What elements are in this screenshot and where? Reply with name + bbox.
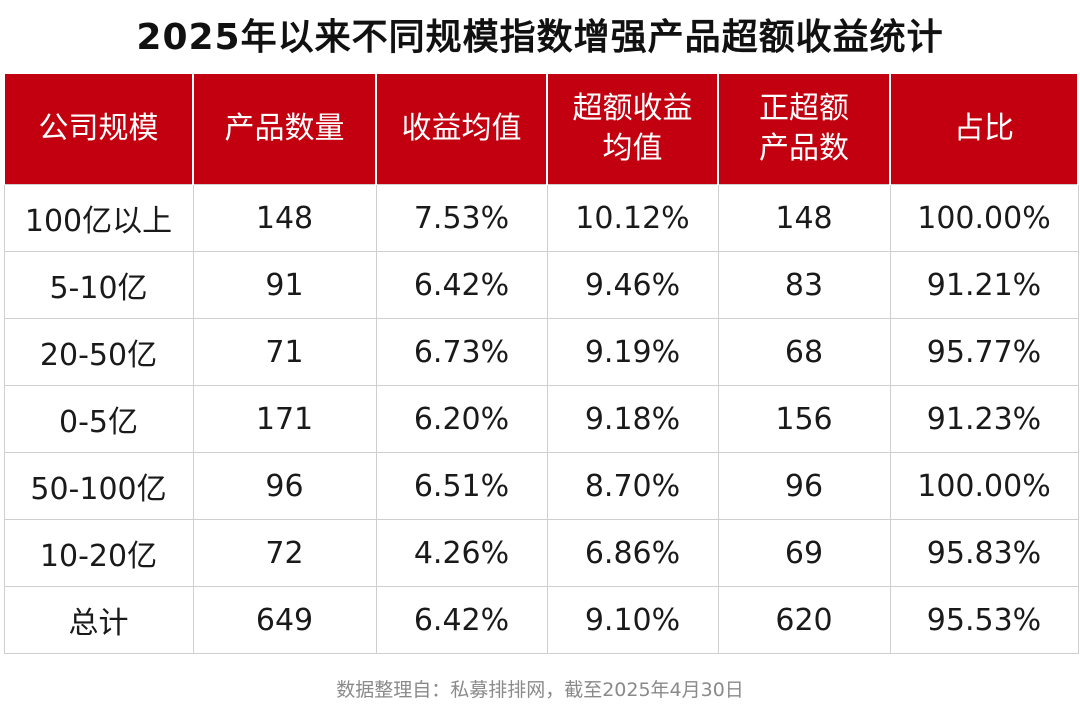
- header-mean-excess-return: 超额收益 均值: [546, 74, 719, 185]
- cell-mean-return: 6.51%: [375, 452, 548, 520]
- cell-mean-excess-return: 9.46%: [546, 251, 719, 319]
- cell-mean-return: 4.26%: [375, 519, 548, 587]
- cell-mean-excess-return: 9.18%: [546, 385, 719, 453]
- cell-positive-excess-count: 68: [717, 318, 891, 386]
- cell-ratio: 95.83%: [889, 519, 1079, 587]
- cell-company-size: 100亿以上: [3, 184, 194, 252]
- cell-mean-return: 7.53%: [375, 184, 548, 252]
- cell-product-count: 91: [192, 251, 377, 319]
- cell-company-size: 5-10亿: [3, 251, 194, 319]
- table-row: 5-10亿 91 6.42% 9.46% 83 91.21%: [3, 251, 1079, 319]
- cell-positive-excess-count: 620: [717, 586, 891, 654]
- cell-company-size: 总计: [3, 586, 194, 654]
- cell-positive-excess-count: 148: [717, 184, 891, 252]
- table-row: 20-50亿 71 6.73% 9.19% 68 95.77%: [3, 318, 1079, 386]
- source-note: 数据整理自：私募排排网，截至2025年4月30日: [336, 679, 744, 701]
- cell-mean-excess-return: 9.10%: [546, 586, 719, 654]
- cell-mean-return: 6.20%: [375, 385, 548, 453]
- cell-company-size: 10-20亿: [3, 519, 194, 587]
- cell-company-size: 50-100亿: [3, 452, 194, 520]
- cell-ratio: 100.00%: [889, 452, 1079, 520]
- cell-product-count: 171: [192, 385, 377, 453]
- cell-positive-excess-count: 156: [717, 385, 891, 453]
- cell-ratio: 91.21%: [889, 251, 1079, 319]
- cell-mean-excess-return: 10.12%: [546, 184, 719, 252]
- table-row: 100亿以上 148 7.53% 10.12% 148 100.00%: [3, 184, 1079, 252]
- cell-product-count: 148: [192, 184, 377, 252]
- stats-table: 公司规模 产品数量 收益均值 超额收益 均值 正超额 产品数 占比 100亿以上…: [3, 74, 1079, 654]
- page-title: 2025年以来不同规模指数增强产品超额收益统计: [136, 17, 944, 58]
- cell-mean-excess-return: 8.70%: [546, 452, 719, 520]
- cell-ratio: 100.00%: [889, 184, 1079, 252]
- table-body: 100亿以上 148 7.53% 10.12% 148 100.00% 5-10亿 91 6.4…: [3, 184, 1079, 654]
- cell-mean-excess-return: 6.86%: [546, 519, 719, 587]
- cell-ratio: 91.23%: [889, 385, 1079, 453]
- table-row: 0-5亿 171 6.20% 9.18% 156 91.23%: [3, 385, 1079, 453]
- cell-ratio: 95.77%: [889, 318, 1079, 386]
- table-row: 10-20亿 72 4.26% 6.86% 69 95.83%: [3, 519, 1079, 587]
- cell-positive-excess-count: 69: [717, 519, 891, 587]
- cell-product-count: 71: [192, 318, 377, 386]
- cell-mean-return: 6.42%: [375, 586, 548, 654]
- cell-product-count: 72: [192, 519, 377, 587]
- header-positive-excess-count: 正超额 产品数: [717, 74, 891, 185]
- table-row: 总计 649 6.42% 9.10% 620 95.53%: [3, 586, 1079, 654]
- cell-product-count: 96: [192, 452, 377, 520]
- header-product-count: 产品数量: [192, 74, 377, 185]
- header-row: 公司规模 产品数量 收益均值 超额收益 均值 正超额 产品数 占比: [3, 74, 1079, 185]
- cell-positive-excess-count: 83: [717, 251, 891, 319]
- table-row: 50-100亿 96 6.51% 8.70% 96 100.00%: [3, 452, 1079, 520]
- header-ratio: 占比: [889, 74, 1079, 185]
- cell-ratio: 95.53%: [889, 586, 1079, 654]
- cell-mean-return: 6.73%: [375, 318, 548, 386]
- cell-product-count: 649: [192, 586, 377, 654]
- cell-mean-return: 6.42%: [375, 251, 548, 319]
- header-company-size: 公司规模: [3, 74, 194, 185]
- cell-positive-excess-count: 96: [717, 452, 891, 520]
- header-mean-return: 收益均值: [375, 74, 548, 185]
- cell-company-size: 20-50亿: [3, 318, 194, 386]
- cell-company-size: 0-5亿: [3, 385, 194, 453]
- cell-mean-excess-return: 9.19%: [546, 318, 719, 386]
